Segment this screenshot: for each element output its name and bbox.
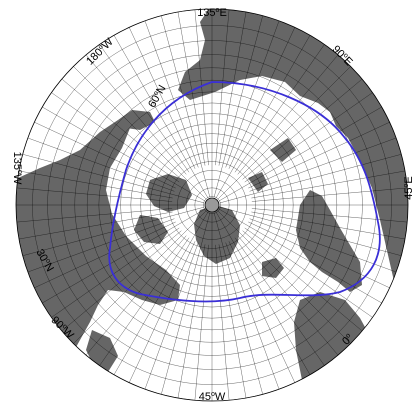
- north-pole-marker: [205, 198, 219, 212]
- label-lon-135w: 135oW: [11, 152, 23, 185]
- label-lon-135e: 135oE: [197, 7, 227, 19]
- label-lon-45e: 45oE: [403, 176, 415, 200]
